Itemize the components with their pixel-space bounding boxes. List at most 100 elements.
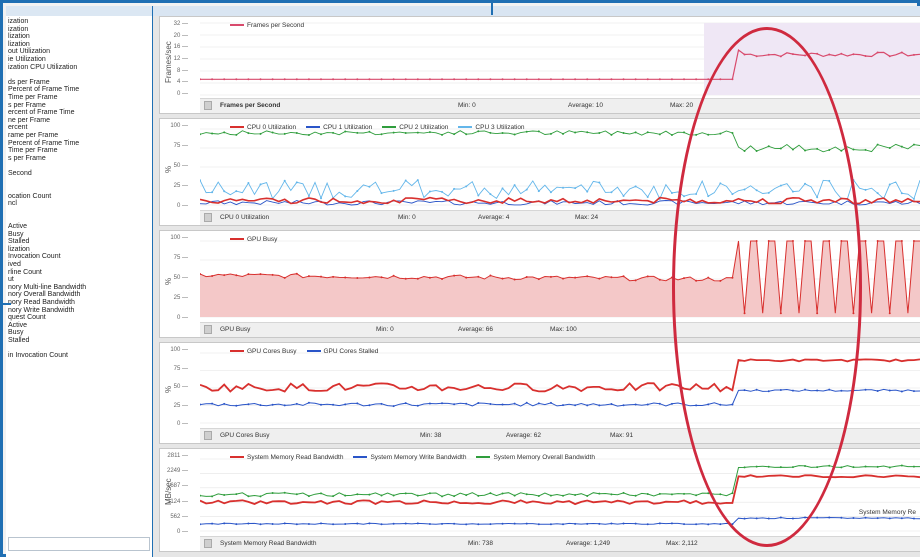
counter-list-item[interactable]: Percent of Frame Time — [8, 86, 80, 94]
counter-search-input[interactable] — [8, 537, 150, 551]
cpu-chart-panel[interactable]: % 100 — 75 — 50 — 25 — 0 — CPU 0 Utilization… — [159, 118, 920, 226]
counter-list-item[interactable]: ercent of Frame Time — [8, 109, 75, 117]
gpu-busy-point — [610, 276, 613, 279]
counter-list-item[interactable]: lization — [8, 245, 30, 253]
fps-point — [428, 78, 431, 81]
legend-label: Frames per Second — [247, 21, 305, 29]
counter-list-item[interactable]: s per Frame — [8, 154, 46, 162]
mem-write-point — [695, 523, 698, 526]
legend-item[interactable]: CPU 3 Utilization — [458, 124, 525, 131]
fps-point — [320, 78, 323, 81]
counter-list-item[interactable]: ization CPU Utilization — [8, 63, 78, 71]
cpu3-point — [537, 190, 540, 193]
cores-stalled-point — [441, 402, 444, 405]
counter-list-item[interactable]: Stalled — [8, 238, 30, 246]
legend-item[interactable]: GPU Cores Stalled — [306, 348, 378, 355]
counter-list-item[interactable]: Invocation Count — [8, 253, 61, 261]
counter-list-item[interactable]: ization — [8, 18, 29, 25]
cpu2-point — [428, 131, 431, 134]
legend-swatch — [230, 126, 244, 128]
counter-list-item[interactable] — [6, 177, 152, 185]
counter-list-item[interactable]: nory Multi-line Bandwidth — [8, 283, 87, 291]
counter-list-item[interactable]: ercent — [8, 124, 28, 132]
counter-list-item[interactable]: Time per Frame — [8, 93, 58, 101]
counter-list-item[interactable] — [6, 215, 152, 223]
cpu2-point — [465, 133, 468, 136]
counter-list-item[interactable] — [6, 208, 152, 216]
mem-write-point — [864, 516, 867, 519]
fps-chart-panel[interactable]: Frames/sec 32 — 20 — 16 — 12 — 8 — 4 — 0 — Fra… — [159, 16, 920, 114]
counter-list-item[interactable]: ocation Count — [8, 192, 52, 200]
gpu-cores-chart-panel[interactable]: % 100 —75 —50 —25 —0 — GPU Cores Busy GPU… — [159, 342, 920, 444]
legend-swatch — [458, 126, 473, 128]
counter-list-item[interactable]: Busy — [8, 230, 24, 238]
counter-list-panel: ization ization lization lization out Utiliz… — [6, 6, 154, 557]
gpu-busy-chart-panel[interactable]: % 100 — 75 — 50 — 25 — 0 — GPU Busy GPU Busy… — [159, 230, 920, 338]
cpu2-point — [695, 133, 698, 136]
counter-list-item[interactable]: Active — [8, 321, 28, 329]
counter-list-item[interactable]: lization — [8, 33, 30, 41]
counter-list-item[interactable]: rame per Frame — [8, 131, 59, 139]
counter-list-item[interactable]: nory Write Bandwidth — [8, 306, 75, 314]
cores-stalled-point — [332, 403, 335, 406]
fps-point — [235, 78, 238, 81]
counter-list-item[interactable]: Busy — [8, 329, 24, 337]
cpu3-point — [428, 190, 431, 193]
counter-list-item[interactable]: s per Frame — [8, 101, 46, 109]
counter-list-item[interactable] — [6, 345, 152, 353]
counter-list-item[interactable]: ived — [8, 261, 21, 268]
counter-list-item[interactable]: Second — [8, 169, 32, 177]
counter-list-item[interactable]: nory Overall Bandwidth — [8, 291, 81, 299]
stats-avg: Average: 62 — [506, 432, 541, 439]
legend-item[interactable]: GPU Cores Busy — [230, 348, 297, 355]
counter-list-item[interactable]: out Utilization — [8, 48, 51, 56]
counter-list-item[interactable]: in Invocation Count — [8, 352, 68, 360]
counter-list-item[interactable]: ne per Frame — [8, 116, 51, 124]
memory-chart-panel[interactable]: MB/sec 2811 —2249 —1687 —1124 —562 —0 — … — [159, 448, 920, 552]
counter-list-item[interactable] — [6, 185, 152, 193]
gpu-cores-plot — [200, 352, 920, 424]
cores-stalled-point — [295, 402, 298, 405]
counter-list-item[interactable] — [6, 71, 152, 79]
counter-list-item[interactable]: quest Count — [8, 314, 46, 322]
cores-stalled-point — [695, 404, 698, 407]
cpu2-point — [416, 131, 419, 134]
mem-overall-line — [200, 464, 920, 497]
counter-list-item[interactable]: ization — [8, 25, 29, 33]
counter-list-item[interactable]: nory Read Bandwidth — [8, 298, 75, 306]
cores-stalled-point — [791, 389, 794, 392]
mem-overall-point — [816, 466, 819, 469]
counter-list-item[interactable]: Percent of Frame Time — [8, 139, 80, 147]
cpu0-line — [200, 196, 920, 205]
counter-list-item[interactable]: ie Utilization — [8, 55, 46, 63]
cpu3-point — [223, 190, 226, 193]
counter-list-item[interactable]: Active — [8, 223, 28, 231]
legend-item[interactable]: System Memory Write Bandwidth — [353, 454, 466, 461]
y-tick-label: 100 — — [170, 347, 188, 353]
counter-list-item[interactable]: Time per Frame — [8, 147, 58, 155]
legend-item[interactable]: CPU 1 Utilization — [306, 124, 372, 131]
legend-item[interactable]: CPU 2 Utilization — [382, 124, 448, 131]
counter-list-item[interactable]: ut — [8, 276, 14, 284]
legend-item[interactable]: Frames per Second — [230, 22, 304, 29]
counter-list-item[interactable] — [6, 162, 152, 170]
counter-list-item[interactable]: Stalled — [8, 336, 30, 344]
cpu2-point — [368, 130, 371, 133]
counter-list-item[interactable]: lization — [8, 40, 30, 48]
stats-max: Max: 91 — [610, 432, 634, 439]
legend-item[interactable]: System Memory Read Bandwidth — [230, 454, 343, 461]
counter-list-item[interactable]: ds per Frame — [8, 78, 50, 86]
legend-item[interactable]: System Memory Overall Bandwidth — [476, 454, 595, 461]
fps-point — [453, 78, 456, 81]
counter-list-item[interactable]: rline Count — [8, 268, 42, 276]
legend-item[interactable]: CPU 0 Utilization — [230, 124, 296, 131]
legend-item[interactable]: GPU Busy — [230, 236, 277, 243]
mem-overall-point — [453, 495, 456, 498]
cores-stalled-point — [404, 402, 407, 405]
mem-overall-point — [683, 492, 686, 495]
cpu3-point — [441, 190, 444, 193]
counter-list-item[interactable]: ncl — [8, 200, 17, 208]
mem-overall-point — [767, 465, 770, 468]
splitter-handle[interactable] — [3, 303, 11, 315]
cpu2-point — [876, 143, 879, 146]
